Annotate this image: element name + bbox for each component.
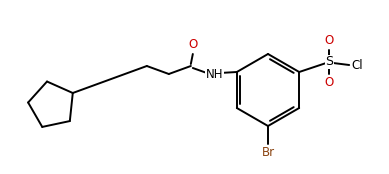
Text: S: S xyxy=(325,56,333,69)
Text: O: O xyxy=(324,77,334,89)
Text: Br: Br xyxy=(261,145,275,159)
Text: O: O xyxy=(188,38,198,50)
Text: O: O xyxy=(324,34,334,48)
Text: Cl: Cl xyxy=(351,60,363,73)
Text: NH: NH xyxy=(206,68,224,81)
